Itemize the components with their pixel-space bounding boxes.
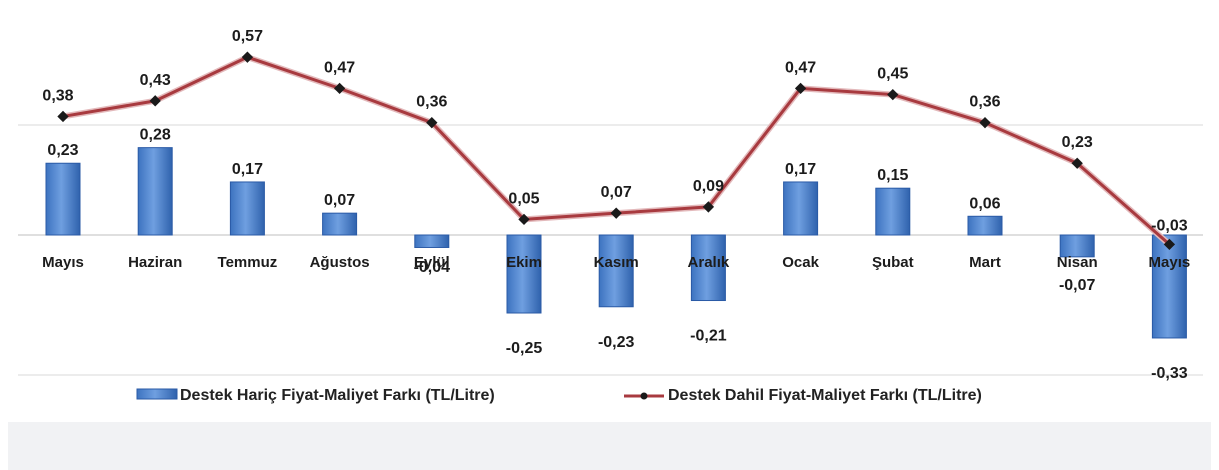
category-label-3: Ağustos	[310, 254, 370, 271]
line-value-label-5: 0,05	[508, 190, 539, 207]
line-value-label-6: 0,07	[601, 184, 632, 201]
line-value-label-4: 0,36	[416, 94, 447, 111]
bar-1	[137, 147, 173, 236]
line-value-label-10: 0,36	[969, 94, 1000, 111]
category-label-4: Eylül	[414, 254, 450, 271]
bar-value-label-11: -0,07	[1059, 277, 1096, 294]
bar-value-label-1: 0,28	[140, 127, 171, 144]
line-value-label-11: 0,23	[1062, 134, 1093, 151]
legend-bar-swatch	[136, 388, 178, 400]
line-value-label-8: 0,47	[785, 59, 816, 76]
line-value-label-0: 0,38	[42, 87, 73, 104]
category-label-6: Kasım	[594, 254, 639, 271]
bar-9	[875, 187, 911, 236]
bar-11	[1059, 234, 1095, 258]
footer-band	[8, 422, 1211, 470]
bar-value-label-2: 0,17	[232, 161, 263, 178]
bar-value-label-3: 0,07	[324, 192, 355, 209]
bar-value-label-7: -0,21	[690, 328, 727, 345]
bar-7	[690, 234, 726, 302]
line-marker-12	[1163, 238, 1176, 251]
bar-value-label-5: -0,25	[506, 340, 543, 357]
bar-5	[506, 234, 542, 314]
category-label-7: Aralık	[688, 254, 730, 271]
bar-value-label-10: 0,06	[969, 195, 1000, 212]
line-value-label-1: 0,43	[140, 72, 171, 89]
category-label-8: Ocak	[782, 254, 819, 271]
line-value-label-3: 0,47	[324, 59, 355, 76]
category-label-9: Şubat	[872, 254, 914, 271]
bar-12	[1151, 234, 1187, 339]
bar-value-label-9: 0,15	[877, 167, 908, 184]
category-label-0: Mayıs	[42, 254, 84, 271]
line-marker-5	[518, 213, 530, 226]
legend-label-bars: Destek Hariç Fiyat-Maliyet Farkı (TL/Lit…	[180, 387, 495, 404]
legend-label-line: Destek Dahil Fiyat-Maliyet Farkı (TL/Lit…	[668, 387, 982, 404]
category-label-5: Ekim	[506, 254, 542, 271]
category-label-2: Temmuz	[218, 254, 278, 271]
line-value-label-9: 0,45	[877, 66, 908, 83]
category-label-1: Haziran	[128, 254, 182, 271]
line-marker-11	[1071, 157, 1083, 169]
legend: Destek Hariç Fiyat-Maliyet Farkı (TL/Lit…	[136, 387, 982, 404]
bar-value-label-4: -0,04	[414, 259, 451, 276]
bar-value-label-0: 0,23	[47, 142, 78, 159]
category-label-12: Mayıs	[1149, 254, 1191, 271]
line-marker-6	[610, 207, 622, 219]
line-marker-2	[241, 51, 254, 63]
bar-value-label-6: -0,23	[598, 334, 635, 351]
bar-0	[45, 162, 81, 236]
bar-value-label-12: -0,33	[1151, 365, 1188, 382]
line-value-label-2: 0,57	[232, 28, 263, 45]
category-label-10: Mart	[969, 254, 1001, 271]
line-marker-7	[702, 201, 715, 213]
bar-6	[598, 234, 634, 308]
legend-line-marker	[640, 392, 648, 400]
category-label-11: Nisan	[1057, 254, 1098, 271]
bar-10	[967, 215, 1003, 236]
line-value-label-7: 0,09	[693, 178, 724, 195]
line-marker-0	[57, 110, 69, 123]
bar-2	[229, 181, 265, 236]
line-value-label-12: -0,03	[1151, 217, 1188, 234]
bar-value-label-8: 0,17	[785, 161, 816, 178]
bar-3	[322, 212, 358, 236]
bar-4	[414, 234, 450, 248]
bar-8	[783, 181, 819, 236]
